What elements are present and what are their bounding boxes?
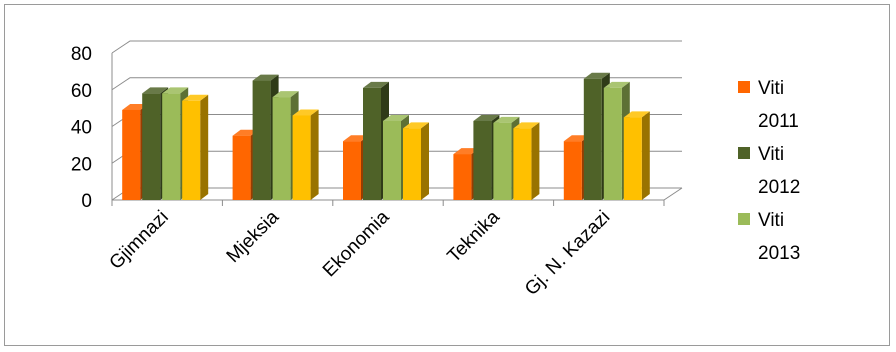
x-category-label: Teknika bbox=[444, 206, 505, 267]
bar bbox=[182, 94, 209, 200]
y-tick-label: 20 bbox=[71, 154, 92, 175]
legend-label: Viti bbox=[758, 144, 784, 165]
bar bbox=[403, 122, 429, 200]
gridline bbox=[111, 40, 682, 54]
legend-label: Viti bbox=[758, 210, 784, 231]
legend-swatch bbox=[738, 213, 750, 225]
legend-item: Viti 2012 bbox=[738, 144, 800, 198]
y-tick-label: 60 bbox=[71, 81, 92, 102]
legend-item: Viti 2013 bbox=[738, 210, 800, 264]
legend-item: Viti 2011 bbox=[738, 78, 799, 132]
gridline bbox=[111, 77, 682, 91]
x-category-label: Mjeksia bbox=[223, 206, 284, 267]
floor-edge bbox=[663, 187, 683, 201]
legend-label-year: 2013 bbox=[758, 243, 800, 264]
legend-label-year: 2011 bbox=[758, 111, 799, 132]
x-category-label: Ekonomia bbox=[319, 206, 394, 281]
x-category-label: Gj. N. Kazazi bbox=[521, 207, 614, 300]
y-tick-label: 80 bbox=[71, 44, 92, 65]
x-category-label: Gjimnazi bbox=[106, 207, 173, 274]
legend-label-year: 2012 bbox=[758, 177, 800, 198]
y-tick-label: 0 bbox=[81, 191, 92, 212]
y-tick-label: 40 bbox=[71, 118, 92, 139]
bar bbox=[513, 122, 540, 200]
chart-bars bbox=[122, 72, 650, 200]
legend: Viti 2011 Viti 2012 Viti 2013 bbox=[738, 78, 800, 264]
x-axis-ticks: Gjimnazi Mjeksia Ekonomia Teknika Gj. N. Kaz… bbox=[106, 206, 615, 300]
legend-label: Viti bbox=[758, 78, 784, 99]
legend-swatch bbox=[738, 147, 750, 159]
y-axis-ticks: 0 20 40 60 80 bbox=[71, 44, 92, 212]
bar bbox=[292, 109, 319, 200]
legend-swatch bbox=[738, 81, 750, 93]
bar bbox=[623, 111, 650, 200]
